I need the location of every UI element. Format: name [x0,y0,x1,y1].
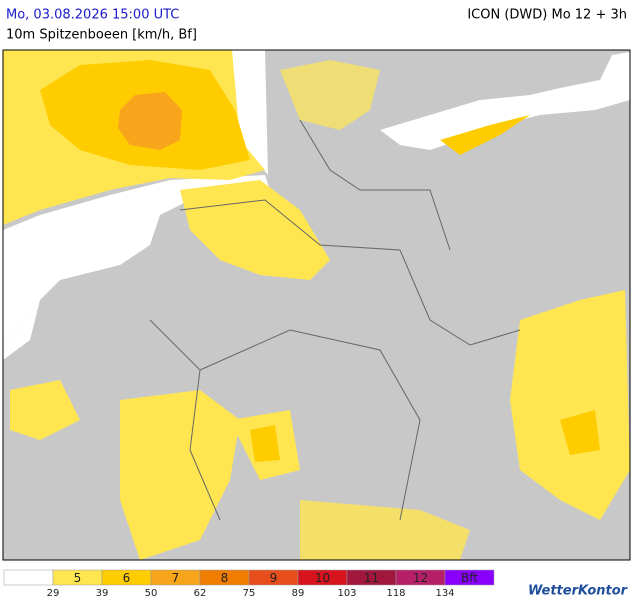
map [2,49,631,561]
north-sea [3,175,270,350]
legend-label: 10 [315,571,330,585]
gust-zone-6b [440,115,530,155]
gust-zone-5h [300,500,470,560]
legend-threshold: 134 [435,588,454,599]
gust-zone-5e [120,390,240,560]
legend-label: 5 [74,571,82,585]
gust-zone-7 [118,92,182,150]
gust-zone-5b [180,180,330,280]
borders [149,119,521,521]
legend-threshold: 75 [243,588,256,599]
map-frame [2,49,631,561]
gust-zone-6c [250,425,280,462]
legend-label: 12 [413,571,428,585]
baltic-sea [380,52,630,150]
legend-threshold: 50 [145,588,158,599]
subtitle: 10m Spitzenboeen [km/h, Bf] [6,28,197,43]
legend-label: Bft [461,571,478,585]
legend-label: 8 [221,571,229,585]
gust-zone-5g [10,380,80,440]
legend-threshold: 39 [96,588,109,599]
gust-zone-5d [510,290,630,520]
legend-threshold: 89 [292,588,305,599]
legend-threshold: 62 [194,588,207,599]
legend-swatch [444,569,495,586]
legend-label: 9 [270,571,278,585]
legend-label: 11 [364,571,379,585]
legend-threshold: 29 [47,588,60,599]
header-time: Mo, 03.08.2026 15:00 UTC [6,8,179,23]
gust-zone-5c [280,60,380,130]
header-model: ICON (DWD) Mo 12 + 3h [467,8,627,23]
legend-swatch [3,569,54,586]
legend-threshold: 103 [337,588,356,599]
legend-label: 6 [123,571,131,585]
logo: WetterKontor [528,584,629,599]
gust-zone-6d [560,410,600,455]
legend-threshold: 118 [386,588,405,599]
legend-label: 7 [172,571,180,585]
channel [3,300,40,360]
skagerrak [230,50,268,175]
